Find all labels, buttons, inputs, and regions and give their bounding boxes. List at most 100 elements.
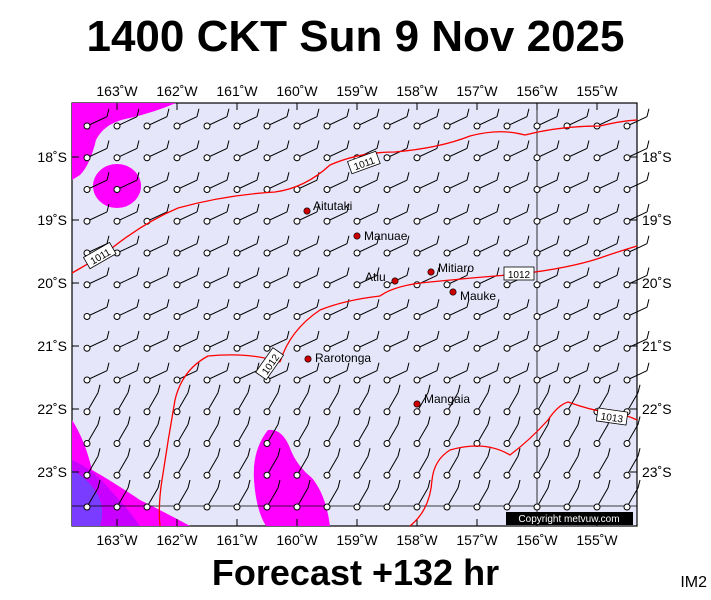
wind-barb — [503, 362, 530, 384]
wind-barb — [563, 267, 590, 289]
wind-barb — [83, 140, 110, 162]
wind-barb — [293, 235, 320, 257]
lat-label-left: 20˚S — [37, 275, 67, 291]
wind-barb — [563, 479, 581, 511]
wind-barb — [293, 330, 320, 352]
wind-barb — [233, 172, 260, 193]
wind-barb — [353, 362, 380, 384]
wind-barb — [503, 384, 521, 416]
lon-label-bottom: 158˚W — [396, 532, 438, 548]
forecast-label: Forecast +132 hr — [211, 552, 500, 593]
wind-barb — [173, 479, 191, 511]
isobar-1011 — [71, 119, 638, 274]
place-label: Aitutaki — [313, 199, 352, 213]
place-label: Atiu — [365, 270, 386, 284]
wind-barb — [593, 267, 620, 289]
wind-barb — [293, 479, 311, 511]
lat-label-right: 21˚S — [642, 338, 672, 354]
lat-label-right: 18˚S — [642, 149, 672, 165]
graticule: 163˚W 163˚W 162˚W 162˚W 161˚W 161˚W 160˚W 160˚W… — [37, 83, 671, 548]
wind-barb — [293, 362, 320, 384]
wind-barb — [623, 267, 650, 289]
wind-barb — [563, 235, 590, 257]
wind-barb — [173, 362, 200, 384]
wind-barb — [143, 384, 161, 416]
wind-barb — [383, 479, 401, 511]
place-marker: Mangaia — [413, 392, 470, 408]
wind-barb — [143, 448, 161, 479]
lon-label-top: 158˚W — [396, 83, 438, 99]
wind-barb — [473, 330, 500, 352]
lon-label-bottom: 163˚W — [96, 532, 138, 548]
wind-barb — [83, 416, 101, 447]
wind-barb — [323, 362, 350, 384]
wind-barb — [563, 448, 581, 479]
wind-barb — [113, 416, 131, 447]
isobar-1012-east — [279, 245, 638, 363]
wind-barb — [623, 299, 650, 320]
wind-barb — [413, 108, 440, 130]
wind-barb — [533, 203, 560, 225]
wind-barb — [383, 448, 401, 479]
place-marker: Atiu — [365, 270, 399, 285]
lon-label-top: 155˚W — [576, 83, 618, 99]
wind-barb — [173, 235, 200, 257]
wind-barb — [353, 448, 371, 479]
wind-barb — [593, 299, 620, 320]
copyright-box — [506, 512, 633, 525]
wind-barb — [173, 448, 191, 479]
wind-barb — [503, 140, 530, 162]
wind-barb — [593, 479, 611, 511]
wind-barb — [293, 384, 311, 416]
isobar-1012 — [158, 354, 281, 527]
wind-barb — [383, 235, 410, 257]
wind-barb — [113, 479, 131, 511]
lat-label-right: 20˚S — [642, 275, 672, 291]
wind-barb — [113, 448, 131, 479]
wind-barb — [263, 299, 290, 320]
wind-barb — [143, 267, 170, 289]
wind-barb — [563, 384, 581, 416]
image-code: IM2 — [680, 574, 707, 591]
wind-barb — [413, 140, 440, 162]
wind-barb — [323, 299, 350, 320]
wind-barb — [413, 235, 440, 257]
wind-barb — [623, 140, 650, 162]
wind-barb — [203, 235, 230, 257]
wind-barb — [233, 140, 260, 162]
wind-barb — [203, 140, 230, 162]
wind-barb — [173, 172, 200, 193]
wind-barb — [293, 203, 320, 225]
wind-barb — [83, 330, 110, 352]
wind-barb — [353, 299, 380, 320]
wind-barb — [533, 108, 560, 130]
wind-barb — [443, 203, 470, 225]
place-marker: Aitutaki — [303, 199, 352, 215]
wind-barb — [83, 362, 110, 384]
wind-barb — [563, 299, 590, 320]
svg-text:1013: 1013 — [600, 411, 624, 425]
wind-barb — [473, 108, 500, 130]
wind-barb — [413, 384, 431, 416]
wind-barb — [383, 172, 410, 193]
wind-barb — [503, 448, 521, 479]
lat-label-right: 19˚S — [642, 212, 672, 228]
wind-barb — [233, 448, 251, 479]
wind-barb — [473, 299, 500, 320]
wind-barb — [263, 140, 290, 162]
wind-barb — [83, 479, 101, 511]
lon-label-top: 163˚W — [96, 83, 138, 99]
wind-barb — [293, 416, 311, 447]
wind-barb — [413, 448, 431, 479]
wind-barb — [533, 299, 560, 320]
rain-area-northwest — [72, 103, 176, 180]
wind-barb — [83, 267, 110, 289]
wind-barb — [293, 140, 320, 162]
wind-barb — [413, 203, 440, 225]
wind-barb — [503, 299, 530, 320]
wind-barb — [593, 330, 620, 352]
wind-barb — [173, 203, 200, 225]
wind-barb — [623, 362, 650, 384]
lon-label-top: 156˚W — [516, 83, 558, 99]
wind-barb — [563, 172, 590, 193]
